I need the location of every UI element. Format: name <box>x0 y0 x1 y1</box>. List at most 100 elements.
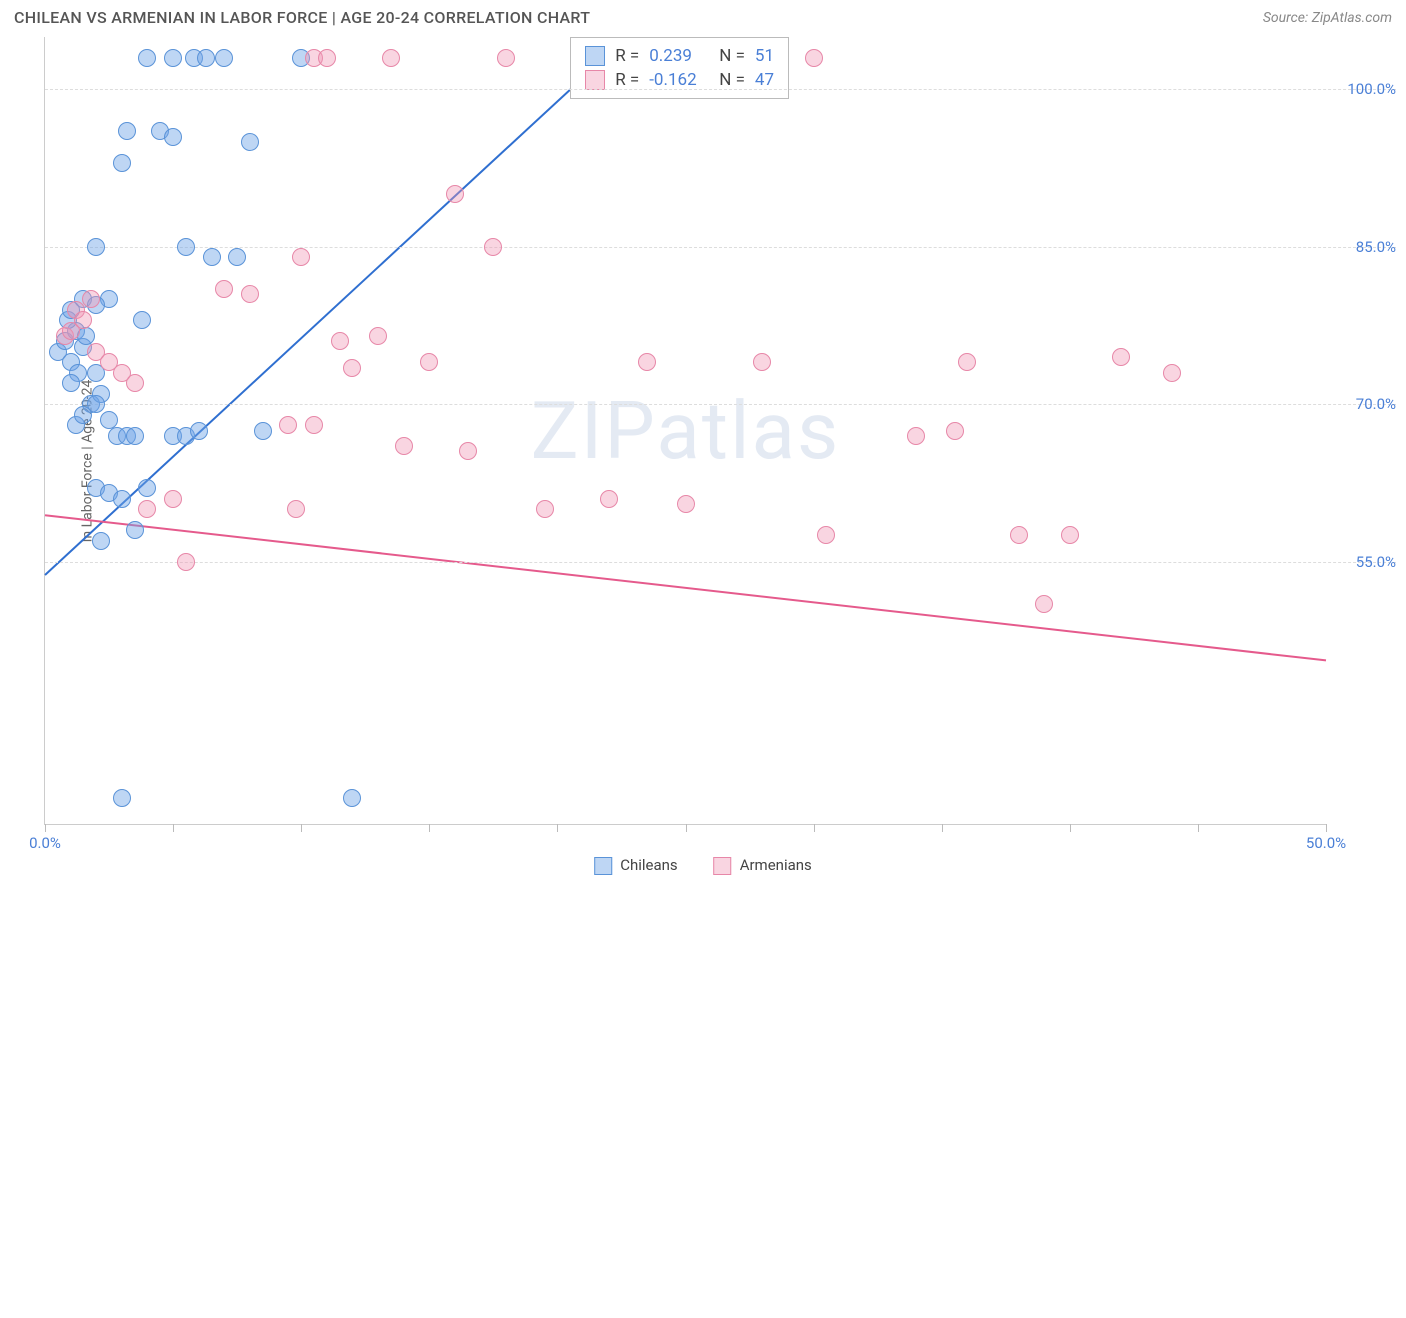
data-point-chileans <box>126 521 144 539</box>
data-point-armenians <box>1163 364 1181 382</box>
legend-label: Chileans <box>620 856 677 874</box>
trend-lines <box>45 37 1326 1318</box>
data-point-armenians <box>420 353 438 371</box>
data-point-armenians <box>484 238 502 256</box>
data-point-armenians <box>305 416 323 434</box>
data-point-chileans <box>126 427 144 445</box>
data-point-chileans <box>113 789 131 807</box>
data-point-armenians <box>907 427 925 445</box>
x-tick <box>45 824 46 832</box>
data-point-chileans <box>118 122 136 140</box>
y-tick-label: 70.0% <box>1336 395 1396 413</box>
data-point-chileans <box>197 49 215 67</box>
stats-swatch-armenians <box>585 70 605 90</box>
x-tick <box>942 824 943 832</box>
data-point-armenians <box>279 416 297 434</box>
data-point-chileans <box>133 311 151 329</box>
data-point-chileans <box>203 248 221 266</box>
data-point-armenians <box>958 353 976 371</box>
data-point-chileans <box>241 133 259 151</box>
data-point-chileans <box>87 238 105 256</box>
stats-row-chileans: R = 0.239 N = 51 <box>585 44 774 68</box>
x-tick-label: 0.0% <box>29 834 61 852</box>
stats-row-armenians: R = -0.162 N = 47 <box>585 68 774 92</box>
data-point-chileans <box>113 154 131 172</box>
data-point-armenians <box>126 374 144 392</box>
x-tick <box>301 824 302 832</box>
data-point-armenians <box>536 500 554 518</box>
data-point-armenians <box>318 49 336 67</box>
data-point-chileans <box>228 248 246 266</box>
data-point-armenians <box>600 490 618 508</box>
legend-swatch-chileans <box>594 857 612 875</box>
data-point-armenians <box>292 248 310 266</box>
data-point-chileans <box>62 374 80 392</box>
data-point-armenians <box>82 290 100 308</box>
data-point-chileans <box>215 49 233 67</box>
stats-r-label: R = <box>615 46 639 66</box>
data-point-armenians <box>1010 526 1028 544</box>
data-point-armenians <box>395 437 413 455</box>
chart-title: CHILEAN VS ARMENIAN IN LABOR FORCE | AGE… <box>14 8 590 27</box>
x-tick <box>686 824 687 832</box>
stats-n-value: 47 <box>755 70 774 90</box>
data-point-armenians <box>446 185 464 203</box>
gridline <box>45 562 1396 563</box>
data-point-armenians <box>677 495 695 513</box>
data-point-armenians <box>74 311 92 329</box>
data-point-armenians <box>343 359 361 377</box>
scatter-plot: ZIPatlas R =0.239N =51R =-0.162N =47 100… <box>44 37 1326 825</box>
data-point-armenians <box>459 442 477 460</box>
data-point-armenians <box>1061 526 1079 544</box>
data-point-armenians <box>287 500 305 518</box>
x-tick <box>1070 824 1071 832</box>
x-tick <box>1198 824 1199 832</box>
data-point-armenians <box>382 49 400 67</box>
y-tick-label: 55.0% <box>1336 553 1396 571</box>
x-tick <box>429 824 430 832</box>
data-point-armenians <box>1035 595 1053 613</box>
data-point-armenians <box>638 353 656 371</box>
data-point-chileans <box>254 422 272 440</box>
data-point-chileans <box>113 490 131 508</box>
x-tick <box>814 824 815 832</box>
chart-area: In Labor Force | Age 20-24 ZIPatlas R =0… <box>0 33 1406 889</box>
data-point-chileans <box>87 395 105 413</box>
data-point-armenians <box>817 526 835 544</box>
data-point-armenians <box>241 285 259 303</box>
x-tick <box>173 824 174 832</box>
data-point-armenians <box>215 280 233 298</box>
data-point-armenians <box>753 353 771 371</box>
data-point-chileans <box>138 479 156 497</box>
stats-r-label: R = <box>615 70 639 90</box>
legend-item-chileans: Chileans <box>594 856 677 875</box>
data-point-chileans <box>138 49 156 67</box>
y-tick-label: 100.0% <box>1336 80 1396 98</box>
legend: Chileans Armenians <box>594 856 812 875</box>
stats-n-label: N = <box>719 70 745 90</box>
trend-line <box>45 515 1326 660</box>
stats-r-value: 0.239 <box>649 46 709 66</box>
stats-swatch-chileans <box>585 46 605 66</box>
stats-r-value: -0.162 <box>649 70 709 90</box>
data-point-armenians <box>369 327 387 345</box>
data-point-armenians <box>177 553 195 571</box>
data-point-armenians <box>1112 348 1130 366</box>
data-point-armenians <box>138 500 156 518</box>
legend-item-armenians: Armenians <box>714 856 812 875</box>
legend-swatch-armenians <box>714 857 732 875</box>
data-point-chileans <box>164 128 182 146</box>
x-tick-label: 50.0% <box>1306 834 1346 852</box>
data-point-armenians <box>164 490 182 508</box>
data-point-armenians <box>805 49 823 67</box>
data-point-armenians <box>497 49 515 67</box>
data-point-armenians <box>946 422 964 440</box>
x-tick <box>1326 824 1327 832</box>
stats-n-label: N = <box>719 46 745 66</box>
y-tick-label: 85.0% <box>1336 238 1396 256</box>
data-point-armenians <box>331 332 349 350</box>
data-point-chileans <box>177 238 195 256</box>
x-tick <box>557 824 558 832</box>
stats-n-value: 51 <box>755 46 774 66</box>
data-point-chileans <box>190 422 208 440</box>
